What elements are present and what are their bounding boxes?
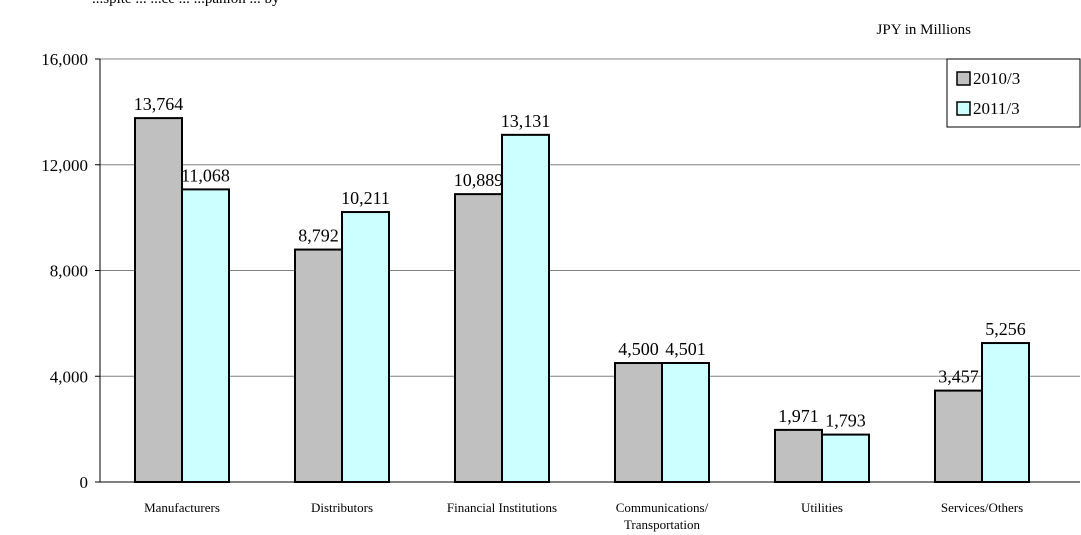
legend: 2010/3 2011/3 — [946, 58, 1081, 128]
data-label: 8,792 — [298, 226, 339, 246]
y-tick-label: 8,000 — [50, 262, 88, 281]
x-tick-label: Services/Others — [941, 500, 1023, 515]
data-label: 3,457 — [938, 367, 979, 387]
bar-2011-3 — [501, 133, 550, 483]
y-tick-label: 12,000 — [41, 156, 88, 175]
legend-label: 2011/3 — [973, 99, 1020, 118]
axes — [95, 58, 1080, 483]
data-label: 11,068 — [181, 165, 230, 185]
data-label: 1,793 — [825, 411, 866, 431]
x-tick-label: Manufacturers — [144, 500, 220, 515]
data-label: 10,211 — [341, 188, 390, 208]
data-label: 4,500 — [618, 339, 659, 359]
x-tick-labels: Manufacturers Distributors Financial Insti… — [144, 500, 1023, 532]
bar-2010-3 — [294, 248, 343, 483]
grid-lines — [100, 58, 1080, 377]
x-tick-label: Communications/Transportation — [616, 500, 709, 532]
bar-2011-3 — [181, 188, 230, 484]
bar-2010-3 — [934, 389, 983, 483]
x-tick-label: Distributors — [311, 500, 373, 515]
data-label: 13,764 — [134, 94, 184, 114]
bars — [134, 117, 1030, 484]
x-tick-label: Financial Institutions — [447, 500, 557, 515]
bar-2011-3 — [661, 362, 710, 484]
bar-2010-3 — [454, 193, 503, 483]
data-label: 4,501 — [665, 339, 706, 359]
bar-2010-3 — [134, 117, 183, 483]
y-tick-label: 0 — [80, 473, 89, 492]
legend-label: 2010/3 — [973, 69, 1020, 88]
bar-2011-3 — [981, 342, 1030, 483]
bar-2011-3 — [821, 433, 870, 484]
legend-swatch — [956, 71, 971, 86]
bar-2010-3 — [774, 428, 823, 484]
y-tick-label: 16,000 — [41, 50, 88, 69]
bar-2011-3 — [341, 211, 390, 483]
y-tick-labels: 0 4,000 8,000 12,000 16,000 — [41, 50, 88, 492]
data-label: 13,131 — [501, 111, 551, 131]
y-tick-label: 4,000 — [50, 367, 88, 386]
bar-2010-3 — [614, 362, 663, 483]
data-label: 10,889 — [454, 170, 504, 190]
data-label: 1,971 — [778, 406, 819, 426]
unit-label: JPY in Millions — [876, 22, 971, 38]
data-label: 5,256 — [985, 319, 1026, 339]
legend-swatch — [956, 101, 971, 116]
x-tick-label: Utilities — [801, 500, 843, 515]
top-text-fragment: ...spite ... ...ce ... ...panion ... by — [92, 0, 279, 8]
